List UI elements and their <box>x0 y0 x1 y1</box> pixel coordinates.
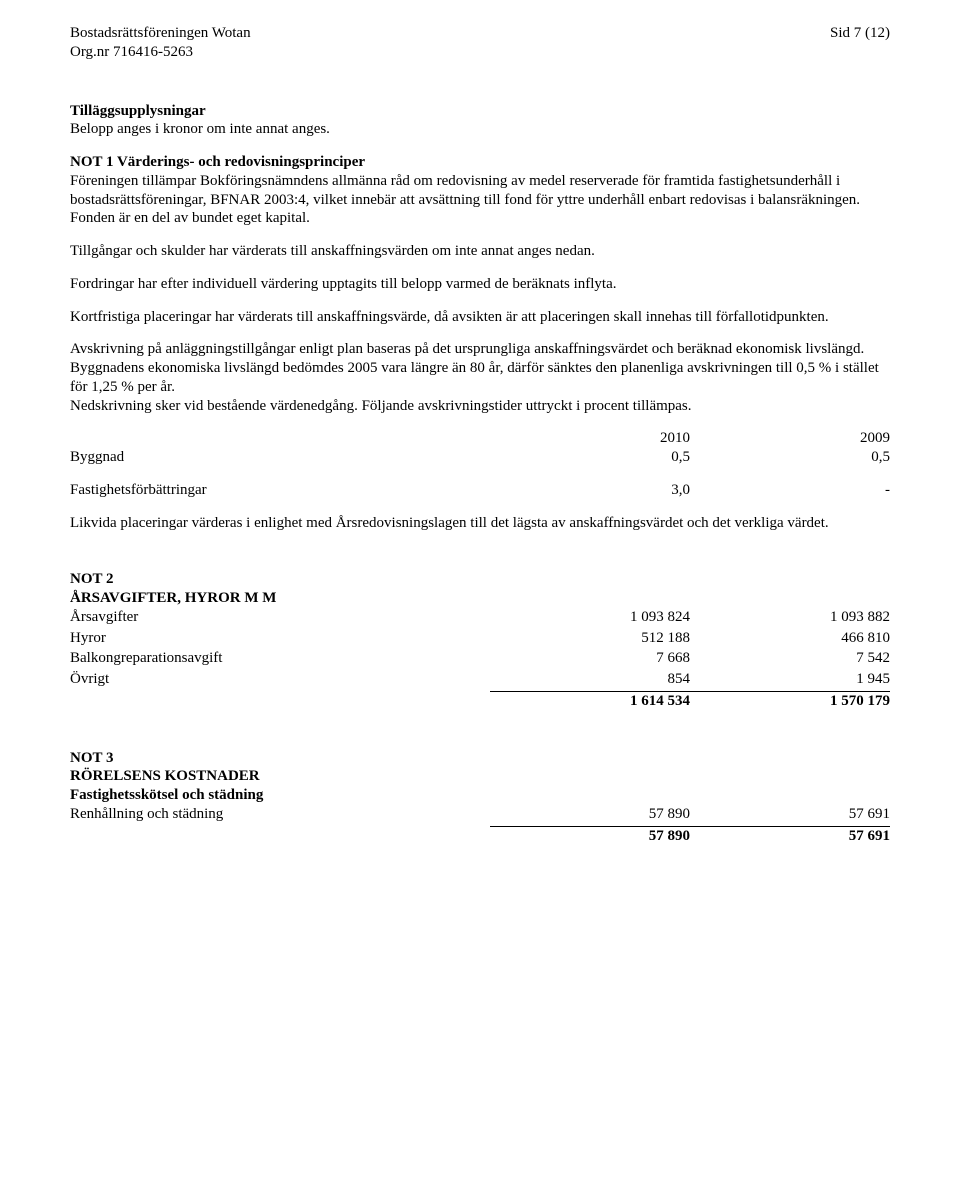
year-2010: 2010 <box>490 429 690 448</box>
not3-row-0-v1: 57 890 <box>490 805 690 824</box>
page-number: Sid 7 (12) <box>830 24 890 43</box>
not2-subheading: ÅRSAVGIFTER, HYROR M M <box>70 589 890 608</box>
not2-row-2-v2: 7 542 <box>690 649 890 668</box>
likvida-p: Likvida placeringar värderas i enlighet … <box>70 514 890 533</box>
not2-row-3-v2: 1 945 <box>690 670 890 689</box>
org-name: Bostadsrättsföreningen Wotan <box>70 24 251 43</box>
byggnad-v1: 0,5 <box>490 448 690 467</box>
not3-row-0: Renhållning och städning 57 890 57 691 <box>70 805 890 824</box>
row-byggnad: Byggnad 0,5 0,5 <box>70 448 890 467</box>
document-page: Bostadsrättsföreningen Wotan Org.nr 7164… <box>0 0 960 1195</box>
byggnad-label: Byggnad <box>70 448 490 467</box>
not2-row-3-v1: 854 <box>490 670 690 689</box>
not2-heading: NOT 2 <box>70 570 890 589</box>
not2-total-label <box>70 691 490 711</box>
not2-row-1-v2: 466 810 <box>690 629 890 648</box>
not3-heading: NOT 3 <box>70 749 890 768</box>
not2-block: NOT 2 ÅRSAVGIFTER, HYROR M M Årsavgifter… <box>70 570 890 710</box>
not2-row-1-v1: 512 188 <box>490 629 690 648</box>
avskrivning-year-row: 2010 2009 <box>70 429 890 448</box>
not2-row-0-label: Årsavgifter <box>70 608 490 627</box>
not2-row-3: Övrigt 854 1 945 <box>70 670 890 689</box>
not2-total-v1: 1 614 534 <box>490 691 690 711</box>
org-number: Org.nr 716416-5263 <box>70 43 251 62</box>
not2-row-0-v1: 1 093 824 <box>490 608 690 627</box>
header-left: Bostadsrättsföreningen Wotan Org.nr 7164… <box>70 24 251 62</box>
fastighetsforbattringar-label: Fastighetsförbättringar <box>70 481 490 500</box>
not2-row-2: Balkongreparationsavgift 7 668 7 542 <box>70 649 890 668</box>
not3-total: 57 890 57 691 <box>70 826 890 846</box>
row-fastighetsforbattringar: Fastighetsförbättringar 3,0 - <box>70 481 890 500</box>
not2-total: 1 614 534 1 570 179 <box>70 691 890 711</box>
year-2009: 2009 <box>690 429 890 448</box>
section-title: Tilläggsupplysningar <box>70 102 890 121</box>
not3-total-v2: 57 691 <box>690 826 890 846</box>
not2-row-1: Hyror 512 188 466 810 <box>70 629 890 648</box>
byggnad-v2: 0,5 <box>690 448 890 467</box>
not2-row-0: Årsavgifter 1 093 824 1 093 882 <box>70 608 890 627</box>
not3-row-0-label: Renhållning och städning <box>70 805 490 824</box>
page-header: Bostadsrättsföreningen Wotan Org.nr 7164… <box>70 24 890 62</box>
not3-subheading2: Fastighetsskötsel och städning <box>70 786 890 805</box>
not1-p6: Nedskrivning sker vid bestående värdened… <box>70 397 890 416</box>
not2-row-2-v1: 7 668 <box>490 649 690 668</box>
not3-total-v1: 57 890 <box>490 826 690 846</box>
not1-p5: Avskrivning på anläggningstillgångar enl… <box>70 340 890 396</box>
not1-p3: Fordringar har efter individuell värderi… <box>70 275 890 294</box>
not3-block: NOT 3 RÖRELSENS KOSTNADER Fastighetssköt… <box>70 749 890 846</box>
not3-subheading1: RÖRELSENS KOSTNADER <box>70 767 890 786</box>
not2-row-3-label: Övrigt <box>70 670 490 689</box>
belopp-note: Belopp anges i kronor om inte annat ange… <box>70 120 890 139</box>
not2-row-1-label: Hyror <box>70 629 490 648</box>
not3-total-label <box>70 826 490 846</box>
not3-row-0-v2: 57 691 <box>690 805 890 824</box>
fastighetsforbattringar-v2: - <box>690 481 890 500</box>
not1-p4: Kortfristiga placeringar har värderats t… <box>70 308 890 327</box>
not2-total-v2: 1 570 179 <box>690 691 890 711</box>
not1-heading: NOT 1 Värderings- och redovisningsprinci… <box>70 153 890 172</box>
not2-row-0-v2: 1 093 882 <box>690 608 890 627</box>
not2-row-2-label: Balkongreparationsavgift <box>70 649 490 668</box>
not1-p1: Föreningen tillämpar Bokföringsnämndens … <box>70 172 890 228</box>
fastighetsforbattringar-v1: 3,0 <box>490 481 690 500</box>
not1-p2: Tillgångar och skulder har värderats til… <box>70 242 890 261</box>
